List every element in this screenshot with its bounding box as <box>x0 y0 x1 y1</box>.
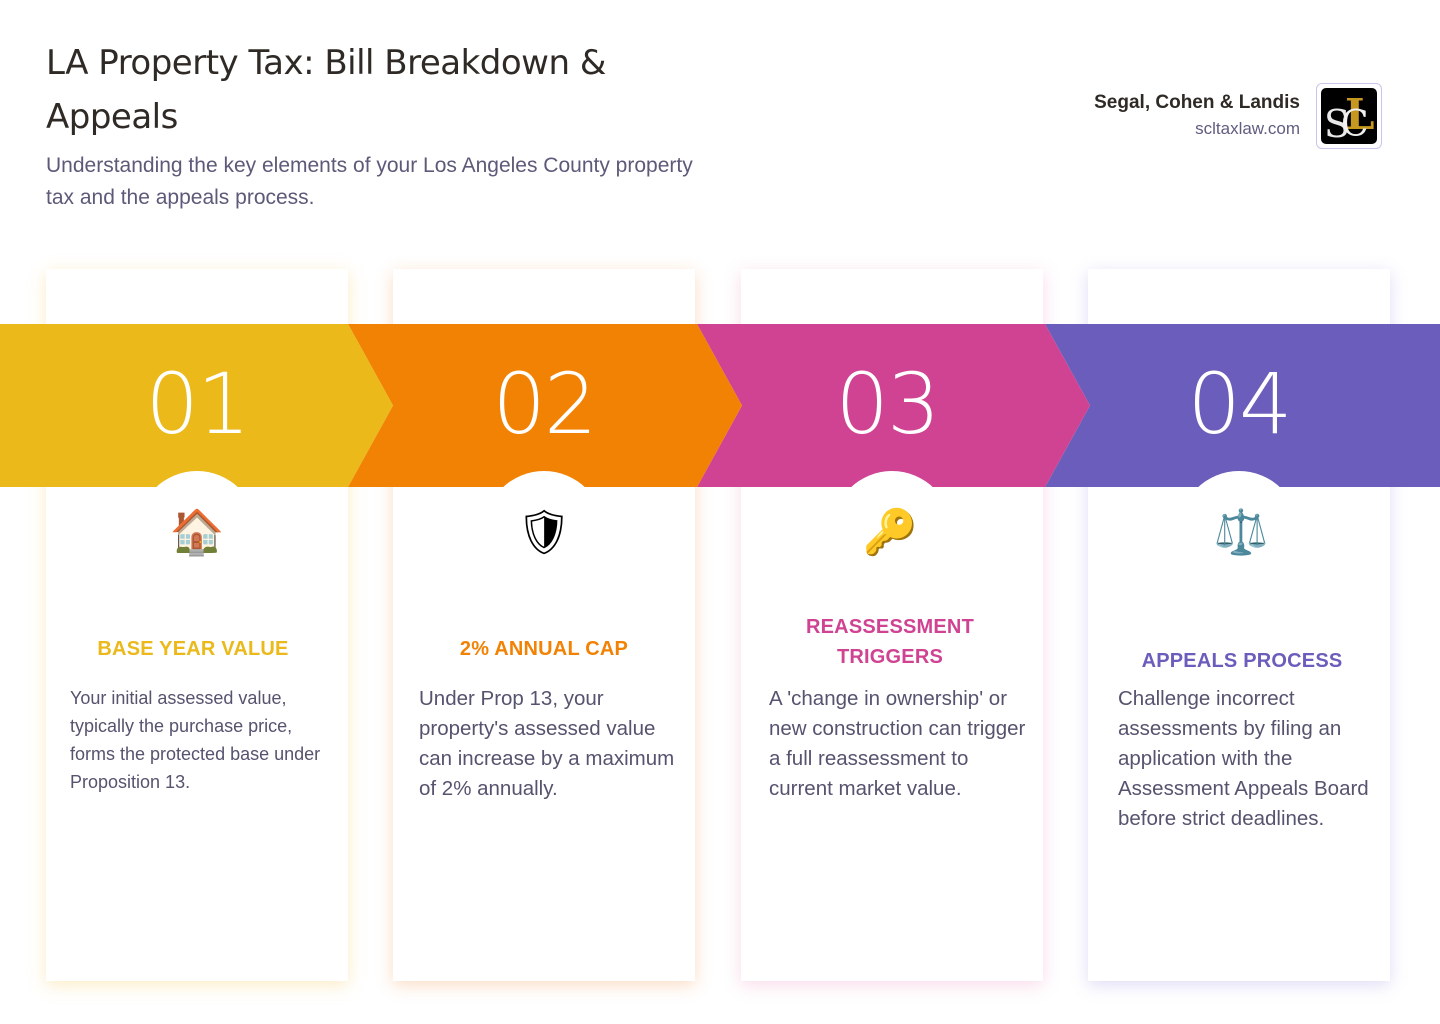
icon-circle-1 <box>137 471 257 591</box>
step-description-4: Challenge incorrect assessments by filin… <box>1118 687 1369 830</box>
brand-block: Segal, Cohen & Landis scltaxlaw.com <box>1094 90 1300 142</box>
step-number-2: 02 <box>492 355 598 453</box>
chevron-step-4 <box>1045 324 1440 487</box>
step-number-3: 03 <box>835 355 941 453</box>
step-heading-2: 2% ANNUAL CAP <box>459 638 629 660</box>
chevron-arrows <box>0 324 1440 487</box>
page-title: LA Property Tax: Bill Breakdown & Appeal… <box>46 43 606 137</box>
logo-letter-s: S <box>1324 102 1351 144</box>
step-description-2: Under Prop 13, your property's assessed … <box>419 687 675 800</box>
step-heading-3: REASSESSMENT TRIGGERS <box>806 616 974 668</box>
logo-mark: L S C <box>1321 88 1377 144</box>
firm-logo: L S C <box>1316 83 1382 149</box>
step-heading-4: APPEALS PROCESS <box>1141 650 1343 672</box>
icon-circle-3 <box>832 471 952 591</box>
chevron-step-3 <box>697 324 1090 487</box>
firm-name: Segal, Cohen & Landis <box>1094 92 1300 113</box>
logo-letter-c: C <box>1341 104 1369 144</box>
icon-circle-4 <box>1179 471 1299 591</box>
step-description-1: Your initial assessed value, typically t… <box>70 688 321 792</box>
step-heading-1: BASE YEAR VALUE <box>97 638 289 660</box>
house-icon: 🏠 <box>169 507 225 558</box>
step-number-1: 01 <box>145 355 251 453</box>
chevron-step-1 <box>0 324 393 487</box>
chevron-band <box>0 324 1440 487</box>
icon-circle-2 <box>484 471 604 591</box>
logo-letter-l: L <box>1345 90 1375 139</box>
step-number-4: 04 <box>1187 355 1293 453</box>
page-subtitle: Understanding the key elements of your L… <box>46 154 693 209</box>
chevron-step-2 <box>348 324 742 487</box>
key-icon: 🔑 <box>862 507 918 558</box>
shield-icon: 🛡 <box>516 507 572 558</box>
scales-icon: ⚖️ <box>1213 507 1269 558</box>
firm-url[interactable]: scltaxlaw.com <box>1195 119 1300 138</box>
step-description-3: A 'change in ownership' or new construct… <box>769 687 1026 800</box>
